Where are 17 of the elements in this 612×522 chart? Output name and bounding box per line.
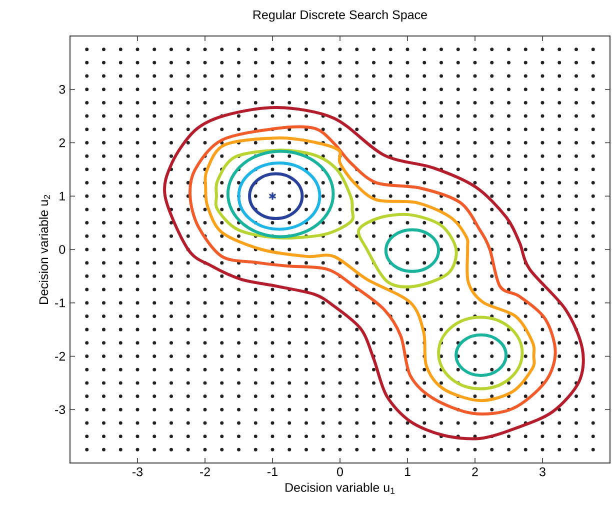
x-tick-label: 3	[539, 467, 546, 476]
x-tick-label: -1	[268, 467, 278, 476]
y-tick-label: 0	[59, 245, 66, 254]
y-tick-label: -1	[55, 298, 66, 308]
y-tick-label: -3	[55, 405, 66, 414]
y-tick-label: 2	[59, 138, 66, 148]
y-tick-label: -2	[55, 352, 66, 361]
x-axis-title: Decision variable u$_{1}$	[286, 482, 395, 494]
x-tick-label: 0	[337, 467, 343, 476]
y-axis-title: Decision variable u$_{2}$	[38, 194, 50, 304]
chart-title: Regular Discrete Search Space	[253, 10, 427, 22]
x-tick-label: -2	[200, 467, 210, 476]
y-tick-label: 3	[59, 84, 66, 94]
y-tick-label: 1	[60, 192, 66, 200]
x-tick-label: 2	[472, 467, 478, 476]
x-tick-label: 1	[404, 467, 410, 476]
x-tick-label: -3	[132, 467, 143, 476]
